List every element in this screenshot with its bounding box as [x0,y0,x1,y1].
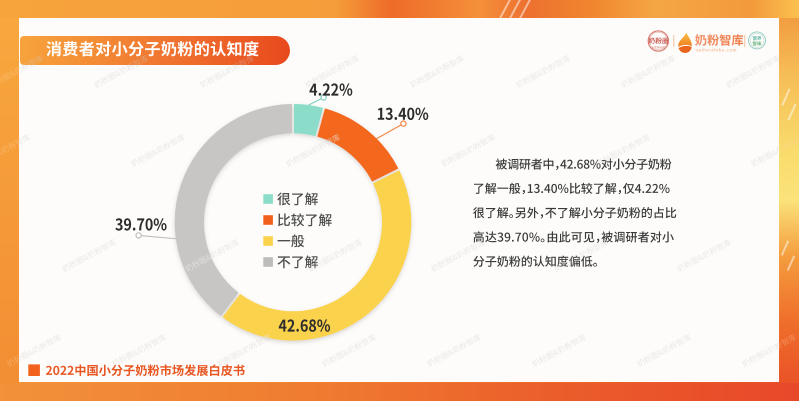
svg-text:naifenzhiku.com: naifenzhiku.com [696,47,737,52]
